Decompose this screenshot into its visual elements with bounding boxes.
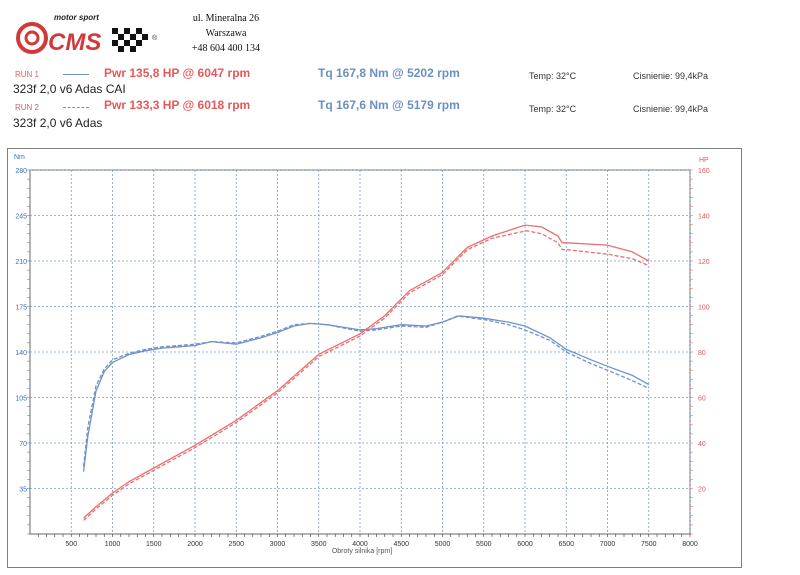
address-city: Warszawa xyxy=(205,28,247,39)
run2-temp: Temp: 32°C xyxy=(529,104,577,114)
torque-curve-run2 xyxy=(82,315,650,467)
run2-label: RUN 2 xyxy=(15,103,40,112)
torque-curve-run1 xyxy=(82,315,650,472)
brand-logo: motor sport CMS ® xyxy=(12,10,172,60)
x-tick-label: 4000 xyxy=(352,541,368,548)
registered-mark: ® xyxy=(152,34,158,42)
y-right-tick-label: 100 xyxy=(698,305,710,312)
run1-power: Pwr 135,8 HP @ 6047 rpm xyxy=(104,66,251,80)
y-left-axis-label: Nm xyxy=(14,154,25,161)
run2-legend-line xyxy=(63,107,89,108)
logo-tagline: motor sport xyxy=(54,13,99,22)
x-tick-label: 6500 xyxy=(558,541,574,548)
x-axis-label: Obroty silnika [rpm] xyxy=(332,548,392,555)
y-right-tick-label: 40 xyxy=(698,441,706,448)
y-left-tick-label: 140 xyxy=(15,350,27,357)
chart-frame xyxy=(7,148,742,568)
y-left-tick-label: 280 xyxy=(15,168,27,175)
y-right-axis-label: HP xyxy=(699,157,709,164)
logo-text: CMS xyxy=(48,29,101,56)
run1-legend-line xyxy=(63,74,89,75)
y-left-tick-label: 245 xyxy=(15,214,27,221)
y-left-tick-label: 175 xyxy=(15,305,27,312)
y-right-tick-label: 140 xyxy=(698,214,710,221)
x-tick-label: 500 xyxy=(65,541,77,548)
x-tick-label: 7500 xyxy=(641,541,657,548)
x-tick-label: 5000 xyxy=(435,541,451,548)
y-right-tick-label: 160 xyxy=(698,168,710,175)
x-tick-label: 5500 xyxy=(476,541,492,548)
x-tick-label: 3000 xyxy=(270,541,286,548)
x-tick-label: 1000 xyxy=(105,541,121,548)
y-right-tick-label: 120 xyxy=(698,259,710,266)
y-left-tick-label: 105 xyxy=(15,396,27,403)
y-left-tick-label: 70 xyxy=(19,441,27,448)
chart-grid xyxy=(29,169,691,535)
run1-label: RUN 1 xyxy=(15,70,40,79)
run1-pressure: Cisnienie: 99,4kPa xyxy=(633,71,709,81)
checkered-flag-icon xyxy=(112,28,148,52)
run2-description: 323f 2,0 v6 Adas xyxy=(13,116,103,130)
address-phone: +48 604 400 134 xyxy=(191,43,261,54)
x-tick-label: 3500 xyxy=(311,541,327,548)
x-tick-label: 2500 xyxy=(228,541,244,548)
x-tick-label: 4500 xyxy=(393,541,409,548)
x-tick-label: 6000 xyxy=(517,541,533,548)
y-right-tick-label: 60 xyxy=(698,396,706,403)
y-left-tick-label: 210 xyxy=(15,259,27,266)
power-curve-run2 xyxy=(83,230,650,521)
x-tick-label: 2000 xyxy=(187,541,203,548)
y-right-tick-label: 80 xyxy=(698,350,706,357)
chart-series xyxy=(82,224,650,521)
chart-axes: 500 1000 1500 2000 2500 3000 3500 4000 4500 5000 5… xyxy=(15,168,709,548)
run1-description: 323f 2,0 v6 Adas CAI xyxy=(13,82,126,96)
address-street: ul. Mineralna 26 xyxy=(192,13,260,24)
run1-temp: Temp: 32°C xyxy=(529,71,577,81)
y-left-tick-label: 35 xyxy=(19,487,27,494)
run1-torque: Tq 167,8 Nm @ 5202 rpm xyxy=(318,66,460,80)
x-tick-label: 8000 xyxy=(682,541,698,548)
power-curve-run1 xyxy=(83,224,650,519)
x-tick-label: 7000 xyxy=(600,541,616,548)
logo-graphic: CMS ® xyxy=(16,22,158,56)
run2-pressure: Cisnienie: 99,4kPa xyxy=(633,104,709,114)
run2-torque: Tq 167,6 Nm @ 5179 rpm xyxy=(318,98,460,112)
x-tick-label: 1500 xyxy=(146,541,162,548)
run2-power: Pwr 133,3 HP @ 6018 rpm xyxy=(104,98,251,112)
y-right-tick-label: 20 xyxy=(698,487,706,494)
